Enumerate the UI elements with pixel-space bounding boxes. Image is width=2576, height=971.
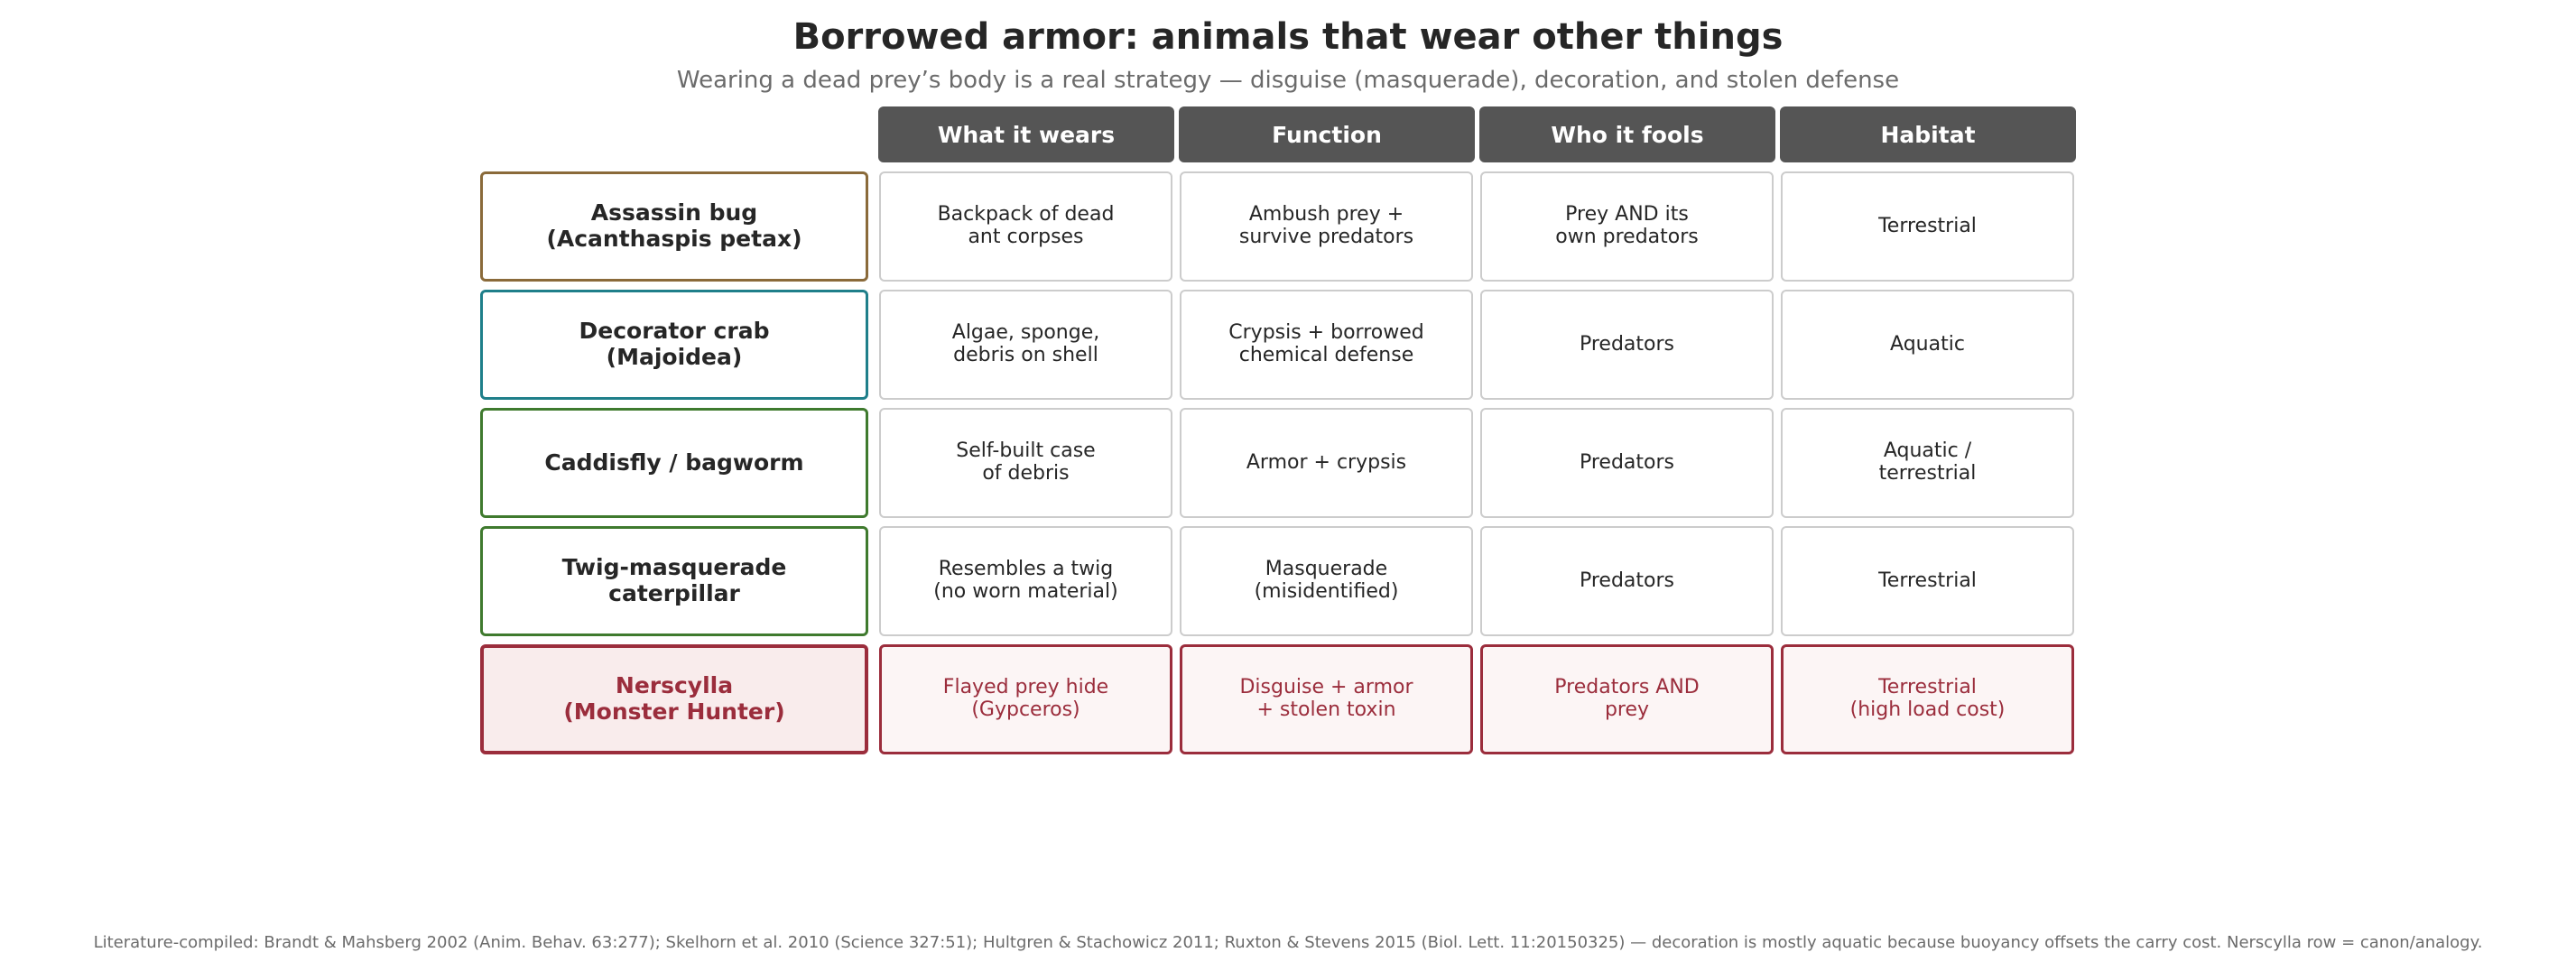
cell-twig-caterpillar-wears: Resembles a twig (no worn material) xyxy=(879,526,1172,636)
column-header-what-it-wears: What it wears xyxy=(878,106,1174,162)
row-label-caddisfly-bagworm: Caddisfly / bagworm xyxy=(480,408,868,518)
cell-nerscylla-habitat: Terrestrial (high load cost) xyxy=(1781,644,2074,754)
footnote-sources: Literature-compiled: Brandt & Mahsberg 2… xyxy=(93,933,2483,952)
cell-nerscylla-fools: Predators AND prey xyxy=(1480,644,1774,754)
cell-assassin-bug-function: Ambush prey + survive predators xyxy=(1180,171,1473,282)
page-title: Borrowed armor: animals that wear other … xyxy=(792,16,1784,58)
cell-decorator-crab-wears: Algae, sponge, debris on shell xyxy=(879,290,1172,400)
cell-twig-caterpillar-fools: Predators xyxy=(1480,526,1774,636)
cell-decorator-crab-fools: Predators xyxy=(1480,290,1774,400)
cell-nerscylla-wears: Flayed prey hide (Gypceros) xyxy=(879,644,1172,754)
cell-assassin-bug-habitat: Terrestrial xyxy=(1781,171,2074,282)
cell-caddisfly-habitat: Aquatic / terrestrial xyxy=(1781,408,2074,518)
cell-twig-caterpillar-habitat: Terrestrial xyxy=(1781,526,2074,636)
column-header-who-it-fools: Who it fools xyxy=(1479,106,1775,162)
page-subtitle: Wearing a dead prey’s body is a real str… xyxy=(676,67,1900,94)
cell-caddisfly-function: Armor + crypsis xyxy=(1180,408,1473,518)
cell-decorator-crab-function: Crypsis + borrowed chemical defense xyxy=(1180,290,1473,400)
cell-nerscylla-function: Disguise + armor + stolen toxin xyxy=(1180,644,1473,754)
cell-twig-caterpillar-function: Masquerade (misidentified) xyxy=(1180,526,1473,636)
cell-caddisfly-fools: Predators xyxy=(1480,408,1774,518)
column-header-habitat: Habitat xyxy=(1780,106,2076,162)
cell-caddisfly-wears: Self-built case of debris xyxy=(879,408,1172,518)
row-label-nerscylla: Nerscylla (Monster Hunter) xyxy=(480,644,868,754)
cell-assassin-bug-wears: Backpack of dead ant corpses xyxy=(879,171,1172,282)
cell-decorator-crab-habitat: Aquatic xyxy=(1781,290,2074,400)
cell-assassin-bug-fools: Prey AND its own predators xyxy=(1480,171,1774,282)
row-label-assassin-bug: Assassin bug (Acanthaspis petax) xyxy=(480,171,868,282)
row-label-twig-caterpillar: Twig-masquerade caterpillar xyxy=(480,526,868,636)
column-header-function: Function xyxy=(1179,106,1475,162)
row-label-decorator-crab: Decorator crab (Majoidea) xyxy=(480,290,868,400)
